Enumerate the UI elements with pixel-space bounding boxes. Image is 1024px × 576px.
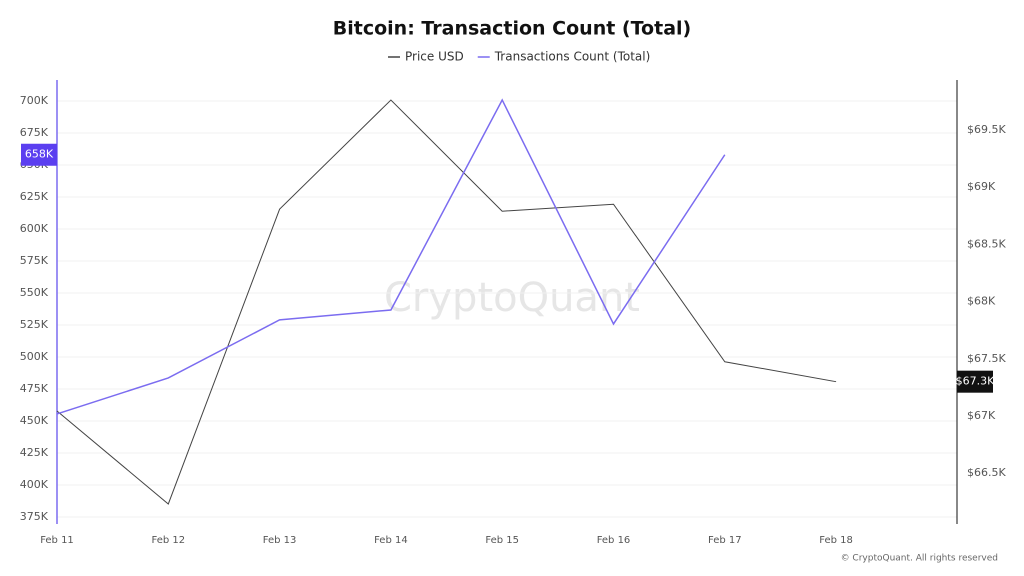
y-tick-label: 500K xyxy=(20,350,49,363)
y-tick-label: 625K xyxy=(20,190,49,203)
x-tick-label: Feb 12 xyxy=(151,535,185,546)
y2-tick-label: $66.5K xyxy=(967,466,1006,479)
end-label-bg xyxy=(21,143,57,166)
y2-tick-label: $69.5K xyxy=(967,123,1006,136)
y2-tick-label: $68.5K xyxy=(967,237,1006,250)
legend-label: Price USD xyxy=(405,50,464,64)
end-label: $67.3K xyxy=(956,375,995,388)
end-label-bg xyxy=(957,370,993,393)
x-tick-label: Feb 16 xyxy=(597,535,631,546)
y-tick-label: 700K xyxy=(20,94,49,107)
x-tick-label: Feb 15 xyxy=(485,535,519,546)
credit: © CryptoQuant. All rights reserved xyxy=(841,554,998,564)
watermark: CryptoQuant xyxy=(384,275,640,321)
end-label: 658K xyxy=(25,148,54,161)
x-tick-label: Feb 14 xyxy=(374,535,408,546)
y-tick-label: 400K xyxy=(20,478,49,491)
y-tick-label: 450K xyxy=(20,414,49,427)
y-tick-label: 475K xyxy=(20,382,49,395)
y2-tick-label: $67.5K xyxy=(967,352,1006,365)
y-tick-label: 575K xyxy=(20,254,49,267)
y2-tick-label: $68K xyxy=(967,295,996,308)
y-tick-label: 600K xyxy=(20,222,49,235)
x-tick-label: Feb 18 xyxy=(819,535,853,546)
x-tick-label: Feb 13 xyxy=(263,535,297,546)
legend-label: Transactions Count (Total) xyxy=(494,50,651,64)
y-tick-label: 375K xyxy=(20,510,49,523)
chart-title: Bitcoin: Transaction Count (Total) xyxy=(333,18,691,40)
y-tick-label: 525K xyxy=(20,318,49,331)
y-tick-label: 675K xyxy=(20,126,49,139)
y2-tick-label: $69K xyxy=(967,180,996,193)
series-line xyxy=(56,98,726,415)
y2-tick-label: $67K xyxy=(967,409,996,422)
x-tick-label: Feb 17 xyxy=(708,535,742,546)
x-tick-label: Feb 11 xyxy=(40,535,74,546)
y-tick-label: 425K xyxy=(20,446,49,459)
y-tick-label: 550K xyxy=(20,286,49,299)
series-line xyxy=(56,99,837,505)
